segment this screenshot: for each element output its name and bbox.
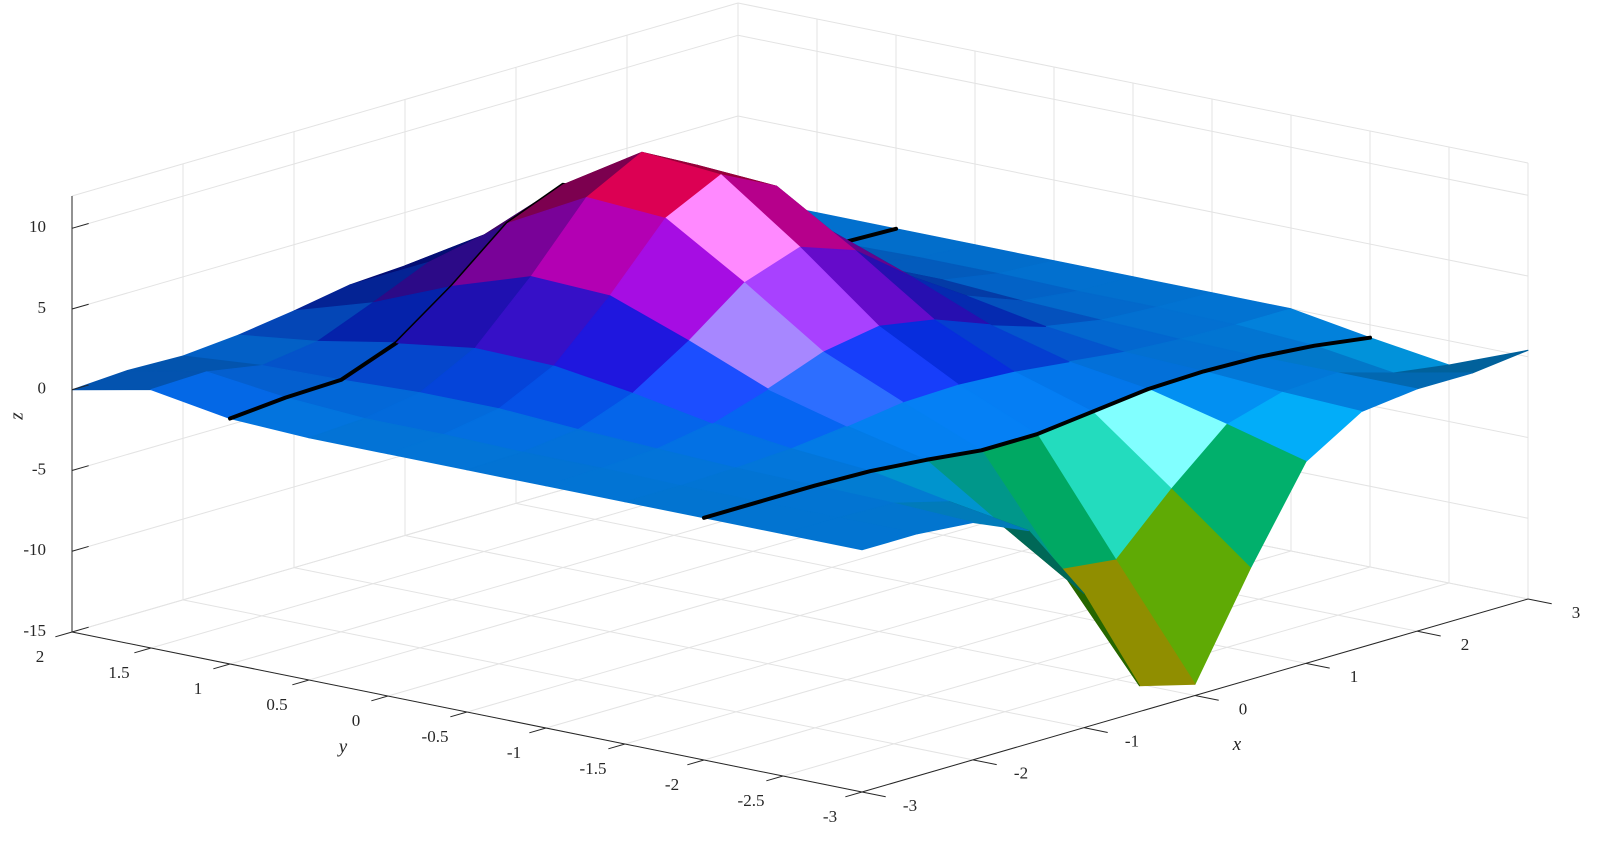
y-tick xyxy=(55,631,73,638)
box-edge xyxy=(71,2,739,197)
x-tick xyxy=(1083,727,1108,733)
y-tick xyxy=(529,727,547,734)
x-tick-label: 3 xyxy=(1572,603,1581,622)
x-tick xyxy=(1194,695,1219,701)
x-tick-label: -3 xyxy=(903,796,917,815)
z-tick-label: -15 xyxy=(23,621,46,640)
y-tick xyxy=(371,695,389,702)
surface-cell xyxy=(633,340,769,424)
y-tick xyxy=(134,647,152,654)
z-tick-label: 5 xyxy=(38,298,47,317)
x-tick xyxy=(861,791,886,798)
y-tick xyxy=(450,711,468,718)
y-tick xyxy=(845,791,863,798)
x-tick xyxy=(1527,598,1552,605)
z-tick-label: 10 xyxy=(29,217,46,236)
y-tick-label: -2.5 xyxy=(738,791,765,810)
x-tick-label: -2 xyxy=(1014,764,1028,783)
y-tick-label: 0.5 xyxy=(266,695,287,714)
y-tick-label: 0 xyxy=(352,711,361,730)
grid-line xyxy=(737,34,1529,196)
z-tick-label: -5 xyxy=(32,459,46,478)
z-axis-title: z xyxy=(6,412,27,421)
z-tick xyxy=(71,465,89,471)
surface xyxy=(71,151,1529,687)
y-tick-label: -3 xyxy=(823,807,837,826)
grid-line xyxy=(71,34,739,229)
z-tick xyxy=(71,303,89,310)
y-tick-label: -0.5 xyxy=(422,727,449,746)
z-tick xyxy=(71,626,89,633)
x-tick-label: -1 xyxy=(1125,732,1139,751)
y-tick-label: 1.5 xyxy=(108,663,129,682)
x-tick-label: 2 xyxy=(1461,635,1470,654)
surface-cell xyxy=(782,517,918,551)
y-tick-label: 2 xyxy=(36,647,45,666)
x-tick xyxy=(1305,662,1330,669)
x-axis-title: x xyxy=(1232,734,1242,755)
grid-line xyxy=(782,582,1450,777)
grid-line xyxy=(71,115,739,310)
z-tick xyxy=(71,222,89,229)
z-tick xyxy=(71,384,89,391)
y-tick xyxy=(292,679,310,686)
z-tick-label: 0 xyxy=(38,379,47,398)
x-tick-label: 0 xyxy=(1239,699,1248,718)
y-tick xyxy=(766,775,784,782)
box-edge xyxy=(737,2,1529,164)
axes: -3-2-10123-3-2.5-2-1.5-1-0.500.511.52-15… xyxy=(23,196,1580,826)
y-axis-title: y xyxy=(337,736,348,757)
x-tick-label: 1 xyxy=(1350,667,1359,686)
y-tick xyxy=(213,663,231,670)
y-tick-label: -2 xyxy=(665,775,679,794)
y-tick-label: 1 xyxy=(194,679,203,698)
y-tick xyxy=(608,743,626,750)
grid-line xyxy=(737,115,1529,277)
z-tick xyxy=(71,545,89,552)
x-tick xyxy=(972,759,997,766)
y-tick-label: -1 xyxy=(507,743,521,762)
z-tick-label: -10 xyxy=(23,540,46,559)
y-tick xyxy=(687,759,705,766)
surface-cell xyxy=(767,351,903,427)
y-tick-label: -1.5 xyxy=(580,759,607,778)
grid-line xyxy=(466,518,1134,713)
grid-line xyxy=(387,502,1055,697)
grid-line xyxy=(703,566,1371,761)
x-tick xyxy=(1416,630,1441,637)
section-line xyxy=(702,335,1372,520)
